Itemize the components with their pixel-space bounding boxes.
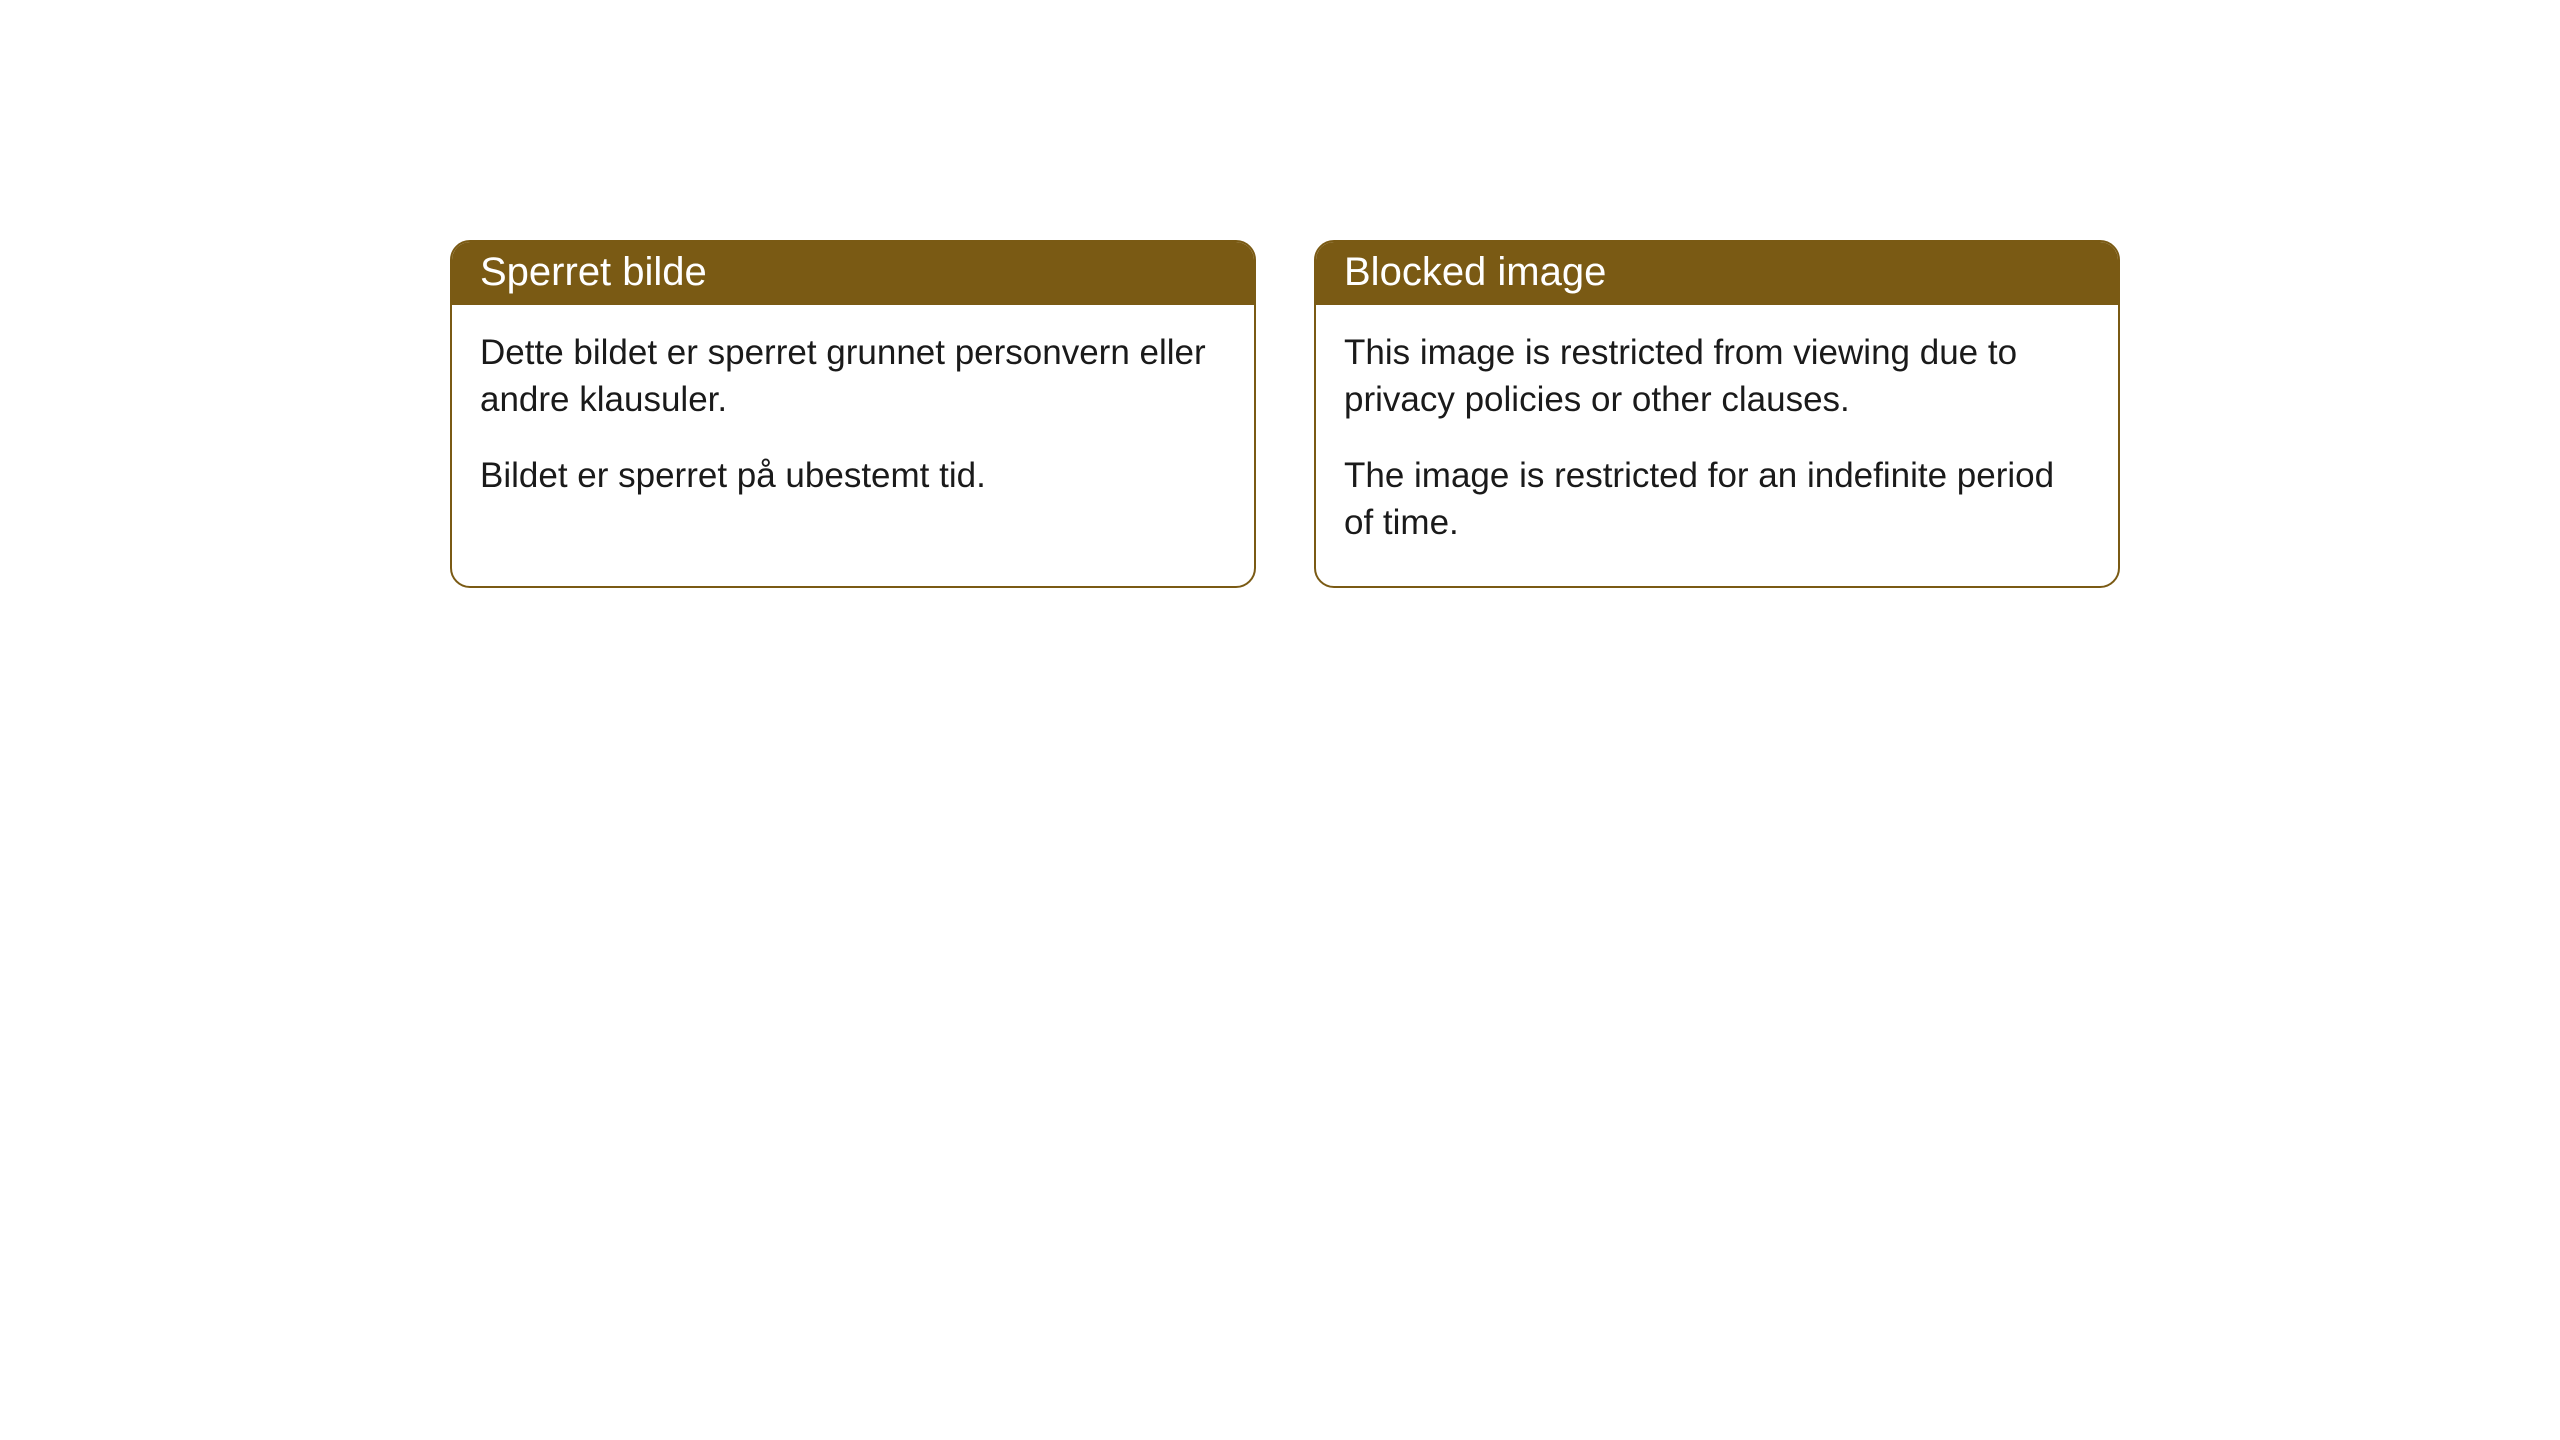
notice-card-norwegian: Sperret bilde Dette bildet er sperret gr… (450, 240, 1256, 588)
card-body: This image is restricted from viewing du… (1316, 305, 2118, 586)
notice-card-english: Blocked image This image is restricted f… (1314, 240, 2120, 588)
notice-cards-container: Sperret bilde Dette bildet er sperret gr… (450, 240, 2560, 588)
card-paragraph: Dette bildet er sperret grunnet personve… (480, 329, 1226, 424)
card-paragraph: This image is restricted from viewing du… (1344, 329, 2090, 424)
card-paragraph: Bildet er sperret på ubestemt tid. (480, 452, 1226, 499)
card-header: Blocked image (1316, 242, 2118, 305)
card-body: Dette bildet er sperret grunnet personve… (452, 305, 1254, 539)
card-paragraph: The image is restricted for an indefinit… (1344, 452, 2090, 547)
card-header: Sperret bilde (452, 242, 1254, 305)
